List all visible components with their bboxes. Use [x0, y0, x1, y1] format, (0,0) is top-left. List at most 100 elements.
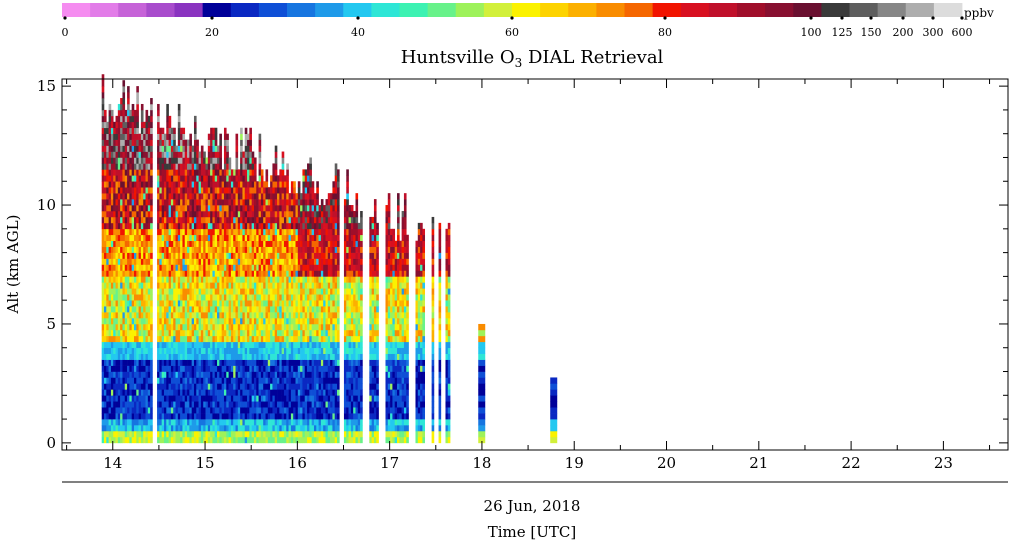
- heatmap-cell: [177, 383, 181, 390]
- heatmap-cell: [177, 430, 181, 438]
- heatmap-cell: [150, 341, 153, 349]
- heatmap-cell: [203, 383, 206, 390]
- heatmap-cell: [214, 318, 218, 325]
- heatmap-cell: [140, 145, 144, 152]
- heatmap-cell: [187, 151, 190, 158]
- heatmap-cell: [313, 383, 317, 390]
- heatmap-cell: [267, 205, 271, 212]
- heatmap-cell: [316, 383, 319, 390]
- heatmap-cell: [219, 157, 222, 164]
- heatmap-cell: [253, 395, 257, 402]
- heatmap-cell: [173, 395, 176, 402]
- heatmap-cell: [122, 306, 126, 313]
- heatmap-cell: [110, 246, 114, 253]
- heatmap-cell: [300, 234, 303, 242]
- heatmap-cell: [277, 365, 280, 372]
- heatmap-cell: [281, 401, 285, 408]
- heatmap-cell: [214, 169, 218, 176]
- heatmap-cell: [127, 436, 130, 444]
- heatmap-cell: [203, 151, 206, 158]
- heatmap-cell: [226, 276, 229, 283]
- heatmap-cell: [265, 175, 269, 182]
- heatmap-cell: [313, 341, 317, 349]
- heatmap-cell: [131, 199, 135, 206]
- heatmap-cell: [122, 353, 126, 360]
- heatmap-cell: [313, 306, 317, 313]
- heatmap-cell: [233, 294, 236, 301]
- heatmap-cell: [138, 252, 142, 259]
- heatmap-cell: [244, 365, 248, 372]
- heatmap-cell: [283, 228, 287, 236]
- heatmap-cell: [258, 335, 262, 343]
- heatmap-cell: [290, 377, 294, 384]
- heatmap-cell: [110, 151, 114, 158]
- heatmap-cell: [240, 157, 243, 164]
- heatmap-cell: [113, 288, 116, 295]
- heatmap-cell: [131, 264, 135, 271]
- heatmap-cell: [249, 371, 252, 378]
- heatmap-cell: [173, 151, 176, 158]
- heatmap-cell: [272, 288, 276, 295]
- heatmap-cell: [106, 157, 109, 164]
- heatmap-cell: [200, 282, 204, 289]
- heatmap-cell: [274, 157, 278, 164]
- heatmap-cell: [240, 187, 243, 194]
- heatmap-cell: [147, 216, 151, 224]
- heatmap-cell: [235, 306, 239, 313]
- heatmap-cell: [235, 216, 239, 224]
- heatmap-cell: [277, 187, 280, 194]
- heatmap-cell: [290, 341, 294, 349]
- heatmap-cell: [189, 169, 192, 176]
- heatmap-cell: [143, 318, 146, 325]
- heatmap-cell: [180, 419, 183, 426]
- heatmap-cell: [157, 216, 160, 224]
- heatmap-cell: [133, 193, 137, 200]
- heatmap-cell: [297, 425, 301, 432]
- heatmap-cell: [127, 413, 130, 420]
- heatmap-cell: [316, 353, 319, 360]
- heatmap-cell: [318, 318, 322, 325]
- heatmap-cell: [191, 252, 195, 259]
- heatmap-cell: [260, 294, 264, 301]
- heatmap-cell: [293, 395, 296, 402]
- heatmap-cell: [265, 371, 269, 378]
- heatmap-cell: [184, 407, 188, 414]
- heatmap-cell: [256, 246, 259, 253]
- heatmap-cell: [138, 413, 142, 420]
- heatmap-cell: [242, 365, 246, 372]
- heatmap-cell: [270, 407, 273, 414]
- heatmap-cell: [177, 312, 181, 319]
- heatmap-cell: [159, 205, 162, 212]
- heatmap-cell: [295, 365, 299, 372]
- heatmap-cell: [189, 353, 192, 360]
- heatmap-cell: [196, 187, 199, 194]
- heatmap-cell: [170, 436, 174, 444]
- heatmap-cell: [198, 318, 202, 325]
- heatmap-cell: [320, 300, 324, 307]
- heatmap-cell: [159, 425, 162, 432]
- heatmap-cell: [214, 258, 218, 265]
- heatmap-cell: [233, 341, 236, 349]
- heatmap-cell: [150, 425, 153, 432]
- heatmap-cell: [103, 377, 107, 384]
- heatmap-cell: [307, 252, 310, 259]
- heatmap-cell: [212, 401, 216, 408]
- heatmap-cell: [311, 419, 315, 426]
- heatmap-cell: [127, 169, 130, 176]
- heatmap-cell: [110, 121, 114, 129]
- heatmap-cell: [161, 377, 165, 384]
- heatmap-cell: [198, 419, 202, 426]
- heatmap-cell: [281, 246, 285, 253]
- heatmap-cell: [283, 425, 287, 432]
- heatmap-cell: [279, 222, 282, 230]
- heatmap-cell: [237, 323, 241, 331]
- heatmap-cell: [286, 347, 289, 354]
- heatmap-cell: [244, 270, 248, 277]
- heatmap-cell: [309, 282, 312, 289]
- heatmap-cell: [295, 359, 299, 366]
- heatmap-cell: [297, 181, 301, 188]
- heatmap-cell: [127, 240, 130, 247]
- heatmap-cell: [247, 353, 250, 360]
- heatmap-cell: [180, 436, 183, 444]
- heatmap-cell: [219, 335, 222, 343]
